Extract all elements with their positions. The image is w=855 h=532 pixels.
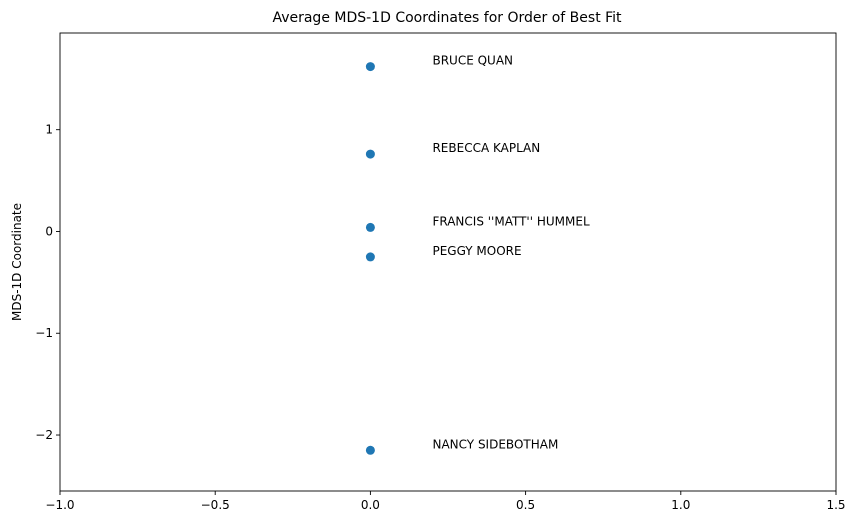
data-point bbox=[365, 445, 375, 455]
x-tick-label: 0.0 bbox=[361, 498, 380, 512]
point-annotation: FRANCIS ''MATT'' HUMMEL bbox=[432, 214, 589, 228]
point-annotation: BRUCE QUAN bbox=[432, 54, 513, 68]
data-point bbox=[365, 62, 375, 72]
point-annotation: PEGGY MOORE bbox=[432, 244, 521, 258]
x-tick-label: 1.5 bbox=[826, 498, 845, 512]
y-tick-label: −2 bbox=[35, 428, 53, 442]
y-tick-label: 1 bbox=[45, 123, 53, 137]
y-tick-label: 0 bbox=[45, 224, 53, 238]
x-tick-label: −1.0 bbox=[45, 498, 74, 512]
y-axis-label: MDS-1D Coordinate bbox=[10, 203, 24, 321]
plot-frame bbox=[59, 32, 837, 492]
x-tick-label: 0.5 bbox=[516, 498, 535, 512]
data-point bbox=[365, 222, 375, 232]
point-annotation: NANCY SIDEBOTHAM bbox=[432, 437, 558, 451]
chart-title: Average MDS-1D Coordinates for Order of … bbox=[272, 10, 622, 26]
data-point bbox=[365, 252, 375, 262]
x-tick-label: 1.0 bbox=[671, 498, 690, 512]
point-annotation: REBECCA KAPLAN bbox=[432, 141, 540, 155]
x-tick-label: −0.5 bbox=[201, 498, 230, 512]
y-tick-label: −1 bbox=[35, 326, 53, 340]
plot-area: −1.0 −0.5 0.0 0.5 1.0 1.5 −2 −1 0 1 BRUCE QUAN REBE… bbox=[35, 32, 846, 512]
data-point bbox=[365, 149, 375, 159]
